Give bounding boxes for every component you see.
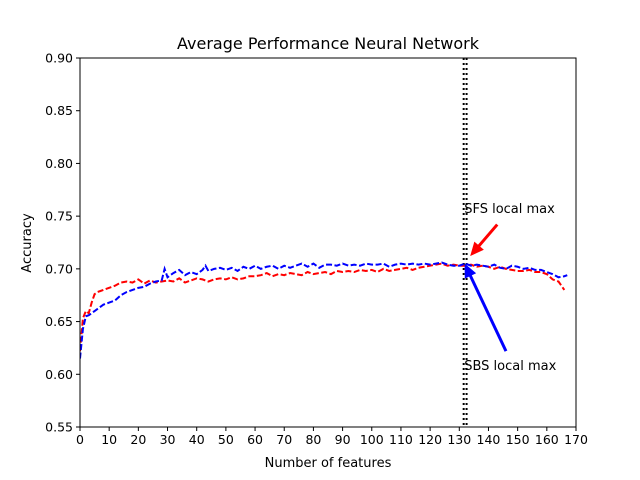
y-tick-label: 0.85: [45, 103, 73, 118]
y-tick-label: 0.60: [45, 367, 73, 382]
annotation-arrow-shaft-1: [477, 223, 499, 248]
y-tick-label: 0.90: [45, 51, 73, 66]
y-tick-label: 0.80: [45, 156, 73, 171]
annotation-arrow-head-2: [464, 263, 477, 279]
x-tick-label: 100: [360, 432, 384, 447]
x-tick-label: 110: [389, 432, 413, 447]
series-line-2: [80, 261, 568, 359]
x-tick-label: 130: [447, 432, 471, 447]
y-tick-label: 0.65: [45, 314, 73, 329]
y-tick-label: 0.55: [45, 420, 73, 435]
x-tick-label: 160: [535, 432, 559, 447]
x-tick-label: 70: [276, 432, 292, 447]
annotation-label-2: SBS local max: [464, 359, 556, 374]
x-tick-label: 90: [335, 432, 351, 447]
x-tick-label: 80: [305, 432, 321, 447]
series-line-1: [80, 262, 566, 352]
annotation-arrow-shaft-2: [468, 274, 508, 352]
x-tick-label: 50: [218, 432, 234, 447]
annotation-label-1: SFS local max: [464, 202, 555, 217]
x-tick-label: 60: [247, 432, 263, 447]
x-tick-label: 140: [477, 432, 501, 447]
x-tick-label: 0: [76, 432, 84, 447]
y-tick-label: 0.70: [45, 261, 73, 276]
x-tick-label: 30: [160, 432, 176, 447]
x-tick-label: 20: [130, 432, 146, 447]
chart-title: Average Performance Neural Network: [177, 34, 480, 53]
x-tick-label: 10: [101, 432, 117, 447]
x-tick-label: 170: [564, 432, 588, 447]
x-tick-label: 120: [418, 432, 442, 447]
plot-area: 0 10 20 30 40 50 60 70 80 90 100 110 120 130 140 150 160…: [45, 51, 588, 448]
y-tick-label: 0.75: [45, 209, 73, 224]
annotation-arrow-head-1: [470, 241, 484, 257]
x-axis-label: Number of features: [265, 456, 392, 471]
y-axis-label: Accuracy: [20, 213, 35, 273]
axes-frame: [79, 57, 577, 428]
x-tick-label: 40: [189, 432, 205, 447]
x-tick-label: 150: [506, 432, 530, 447]
